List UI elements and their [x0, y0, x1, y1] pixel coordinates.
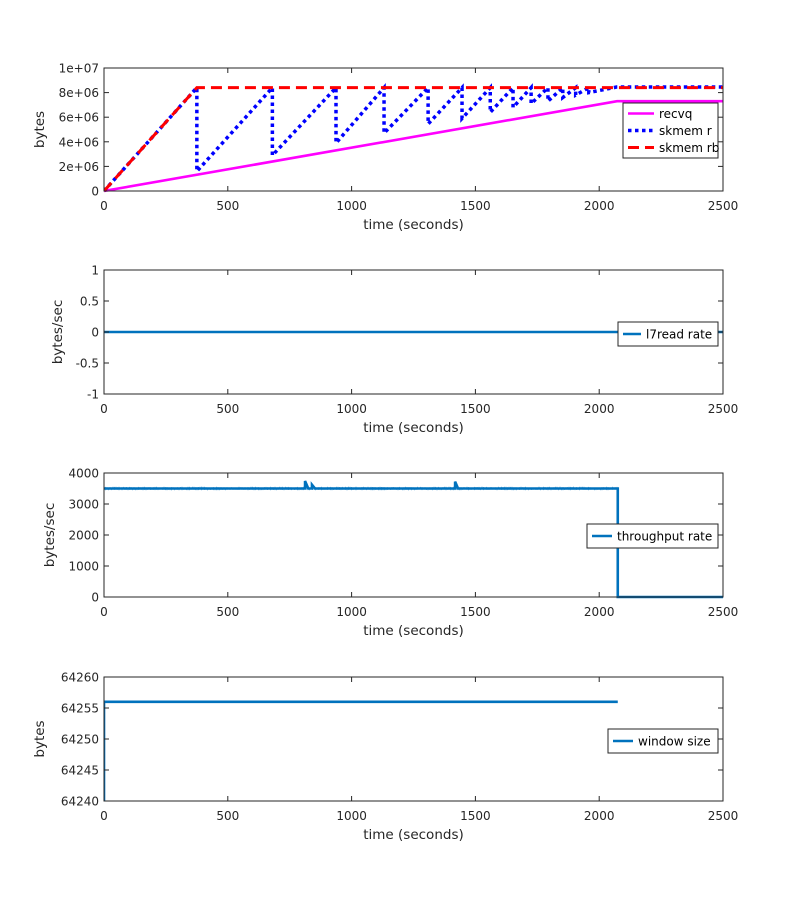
x-tick-label: 500	[216, 605, 239, 619]
y-axis-label: bytes	[32, 111, 48, 148]
ticks: 0 500 1000 1500 2000 2500 0 2e+06 4e+06 6e+06 8e+0…	[59, 62, 739, 214]
panel-throughput-rate: 0 500 1000 1500 2000 2500 0 1000 2000 3000 4000 ti…	[42, 467, 738, 640]
series-layer	[104, 82, 723, 193]
panel-window-size: 0 500 1000 1500 2000 2500 64240 64245 64250 64255…	[32, 671, 738, 844]
y-tick-label: 1000	[68, 560, 99, 574]
y-tick-label: 64240	[61, 795, 99, 809]
y-tick-label: 4e+06	[59, 135, 99, 149]
x-tick-label: 500	[216, 199, 239, 213]
x-axis-label: time (seconds)	[363, 420, 464, 436]
x-tick-label: 1000	[336, 605, 367, 619]
axes-box	[103, 67, 724, 192]
x-tick-label: 1500	[460, 199, 491, 213]
x-tick-label: 2000	[584, 809, 615, 823]
series-skmem-r-line	[104, 82, 723, 193]
plot-area	[104, 82, 723, 193]
x-tick-label: 2500	[708, 809, 739, 823]
ticks: 0 500 1000 1500 2000 2500 0 1000 2000 3000 4000	[68, 467, 738, 620]
ticks: 0 500 1000 1500 2000 2500 -1 -0.5 0 0.5 1	[76, 264, 739, 417]
y-tick-label: 3000	[68, 498, 99, 512]
y-tick-label: 64260	[61, 671, 99, 685]
legend: throughput rate	[586, 523, 719, 549]
x-tick-label: 1000	[336, 809, 367, 823]
x-tick-label: 2500	[708, 199, 739, 213]
y-tick-label: 4000	[68, 467, 99, 481]
x-tick-label: 500	[216, 402, 239, 416]
y-tick-label: 2e+06	[59, 160, 99, 174]
y-tick-label: 8e+06	[59, 86, 99, 100]
y-tick-label: 1e+07	[59, 62, 99, 76]
y-axis-label: bytes	[32, 720, 48, 757]
series-layer	[104, 480, 723, 599]
x-tick-label: 2000	[584, 605, 615, 619]
series-layer	[104, 700, 618, 801]
x-tick-label: 2500	[708, 402, 739, 416]
y-axis-label: bytes/sec	[42, 503, 58, 568]
legend-label-recvq: recvq	[659, 107, 692, 121]
y-tick-label: 64250	[61, 733, 99, 747]
y-tick-label: 2000	[68, 529, 99, 543]
y-tick-label: -0.5	[76, 357, 99, 371]
x-tick-label: 1000	[336, 199, 367, 213]
y-tick-label: -1	[87, 388, 99, 402]
y-tick-label: 1	[91, 264, 99, 278]
plot-area	[104, 480, 723, 599]
panel-buffer-memory: 0 500 1000 1500 2000 2500 0 2e+06 4e+06 6e+06 8e+0…	[32, 62, 738, 234]
legend: l7read rate	[617, 321, 719, 347]
x-axis-label: time (seconds)	[363, 217, 464, 233]
y-tick-label: 0	[91, 591, 99, 605]
legend-label-l7read-rate: l7read rate	[646, 328, 712, 342]
x-axis-label: time (seconds)	[363, 827, 464, 843]
series-recvq-line	[104, 99, 723, 193]
x-tick-label: 1500	[460, 605, 491, 619]
x-tick-label: 1500	[460, 809, 491, 823]
x-tick-label: 0	[100, 402, 108, 416]
x-axis-label: time (seconds)	[363, 623, 464, 639]
x-tick-label: 0	[100, 199, 108, 213]
legend-label-window-size: window size	[638, 735, 711, 749]
series-window-size-line	[104, 700, 618, 801]
x-tick-label: 2500	[708, 605, 739, 619]
y-tick-label: 64245	[61, 764, 99, 778]
y-tick-label: 0	[91, 185, 99, 199]
panel-l7read-rate: 0 500 1000 1500 2000 2500 -1 -0.5 0 0.5 1 time (se…	[50, 264, 738, 437]
y-tick-label: 0	[91, 326, 99, 340]
x-tick-label: 2000	[584, 199, 615, 213]
y-axis-label: bytes/sec	[50, 300, 66, 365]
x-tick-label: 0	[100, 605, 108, 619]
x-tick-label: 1000	[336, 402, 367, 416]
legend-label-skmem-r: skmem r	[659, 124, 712, 138]
ticks: 0 500 1000 1500 2000 2500 64240 64245 64250 64255…	[61, 671, 738, 824]
legend: window size	[607, 728, 719, 754]
x-tick-label: 0	[100, 809, 108, 823]
legend-label-throughput-rate: throughput rate	[617, 530, 712, 544]
x-tick-label: 1500	[460, 402, 491, 416]
series-skmem-rb-line	[104, 86, 723, 193]
plot-area	[104, 700, 618, 801]
series-throughput-rate-line	[104, 480, 723, 599]
legend-label-skmem-rb: skmem rb	[659, 141, 719, 155]
y-tick-label: 0.5	[80, 295, 99, 309]
y-tick-label: 6e+06	[59, 111, 99, 125]
y-tick-label: 64255	[61, 702, 99, 716]
x-tick-label: 500	[216, 809, 239, 823]
x-tick-label: 2000	[584, 402, 615, 416]
legend: recvq skmem r skmem rb	[622, 102, 719, 159]
